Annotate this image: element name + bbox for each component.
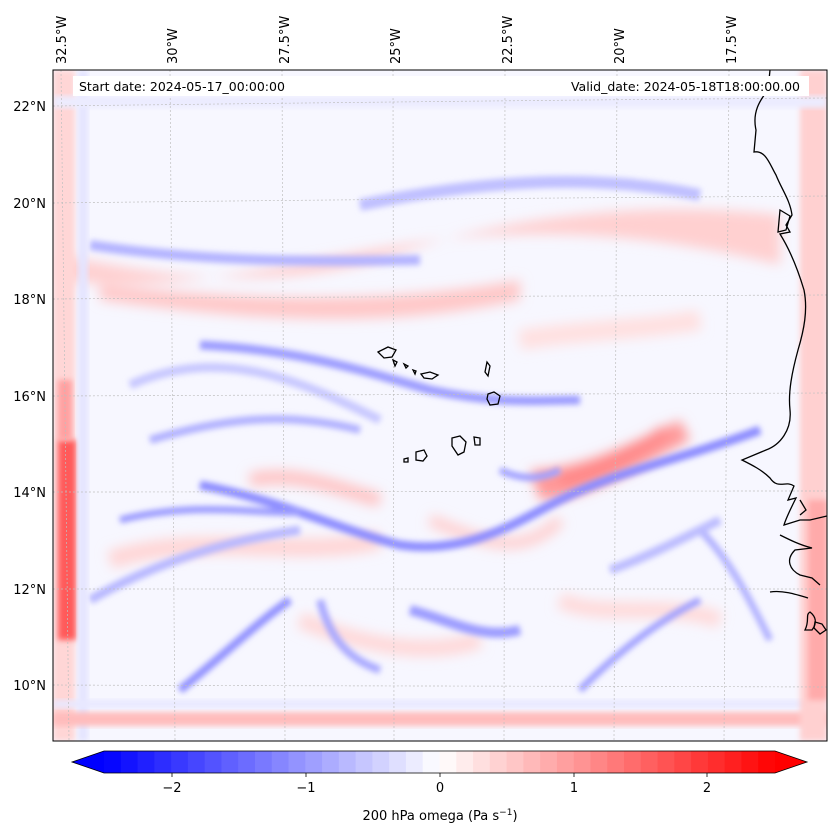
lon-label: 20°W bbox=[613, 28, 628, 64]
field-blue-regions bbox=[87, 175, 774, 694]
lon-label: 25°W bbox=[389, 28, 404, 64]
valid-date-label: Valid_date: 2024-05-18T18:00:00.00 bbox=[571, 79, 800, 94]
colorbar-outline bbox=[70, 750, 809, 774]
cape-verde-islands bbox=[376, 346, 501, 463]
colorbar-cell bbox=[405, 751, 424, 773]
lat-label: 18°N bbox=[13, 293, 46, 308]
field-boundary-artifacts bbox=[53, 70, 827, 741]
colorbar-cell bbox=[355, 751, 374, 773]
colorbar-cell bbox=[120, 751, 139, 773]
colorbar-cell bbox=[305, 751, 323, 773]
lon-label: 17.5°W bbox=[725, 16, 740, 64]
colorbar-high-extend bbox=[775, 751, 807, 773]
lon-label: 27.5°W bbox=[278, 16, 293, 64]
colorbar-cell bbox=[187, 751, 206, 773]
colorbar-label-prefix: 200 hPa omega (Pa s bbox=[362, 809, 499, 824]
colorbar-cell bbox=[204, 751, 223, 773]
colorbar-label-exponent: −1 bbox=[499, 808, 512, 818]
map-border bbox=[52, 69, 828, 742]
colorbar-cell bbox=[271, 751, 290, 773]
colorbar-cell bbox=[338, 751, 357, 773]
colorbar-cell bbox=[171, 751, 189, 773]
map-panel bbox=[53, 70, 827, 741]
colorbar-cell bbox=[389, 751, 407, 773]
header-band bbox=[73, 76, 809, 96]
colorbar-cell bbox=[640, 751, 659, 773]
colorbar-cell bbox=[238, 751, 256, 773]
start-date-label: Start date: 2024-05-17_00:00:00 bbox=[79, 79, 285, 94]
colorbar-cell bbox=[573, 751, 592, 773]
map-background bbox=[53, 70, 827, 741]
colorbar-cell bbox=[221, 751, 239, 773]
colorbar-cell bbox=[288, 751, 306, 773]
colorbar-tick-label: 1 bbox=[570, 781, 578, 796]
colorbar-cell bbox=[322, 751, 340, 773]
colorbar-cell bbox=[137, 751, 155, 773]
colorbar-cell bbox=[523, 751, 541, 773]
colorbar-cell bbox=[758, 751, 776, 773]
colorbar-cell bbox=[456, 751, 474, 773]
colorbar-tick-label: −1 bbox=[296, 781, 315, 796]
colorbar-cell bbox=[506, 751, 524, 773]
lon-label: 22.5°W bbox=[501, 16, 516, 64]
colorbar-cell bbox=[473, 751, 491, 773]
colorbar-cell bbox=[439, 751, 457, 773]
colorbar-cell bbox=[422, 751, 441, 773]
lon-label: 30°W bbox=[166, 28, 181, 64]
colorbar-tick-label: 0 bbox=[436, 781, 444, 796]
colorbar-ticks bbox=[171, 773, 708, 777]
colorbar-cell bbox=[590, 751, 608, 773]
lat-label: 12°N bbox=[13, 583, 46, 598]
coastline bbox=[740, 70, 827, 635]
lat-label: 22°N bbox=[13, 100, 46, 115]
colorbar-cell bbox=[104, 751, 122, 773]
colorbar-cell bbox=[724, 751, 743, 773]
field-red-regions bbox=[60, 209, 780, 657]
colorbar-cell bbox=[674, 751, 692, 773]
lon-label: 32.5°W bbox=[55, 16, 70, 64]
colorbar-label: 200 hPa omega (Pa s−1) bbox=[362, 808, 517, 824]
colorbar-cell bbox=[707, 751, 726, 773]
lat-label: 14°N bbox=[13, 486, 46, 501]
colorbar-cell bbox=[691, 751, 709, 773]
colorbar-cell bbox=[254, 751, 273, 773]
lat-label: 16°N bbox=[13, 390, 46, 405]
colorbar-tick-label: 2 bbox=[703, 781, 711, 796]
colorbar-cell bbox=[607, 751, 625, 773]
colorbar-cell bbox=[489, 751, 508, 773]
colorbar-cell bbox=[741, 751, 759, 773]
colorbar-cell bbox=[556, 751, 575, 773]
colorbar-cells bbox=[104, 751, 776, 773]
colorbar-cell bbox=[540, 751, 558, 773]
lat-label: 20°N bbox=[13, 197, 46, 212]
colorbar-cell bbox=[372, 751, 390, 773]
colorbar-cell bbox=[624, 751, 642, 773]
colorbar-tick-label: −2 bbox=[162, 781, 181, 796]
colorbar-cell bbox=[154, 751, 172, 773]
colorbar-label-suffix: ) bbox=[512, 809, 517, 824]
lat-label: 10°N bbox=[13, 679, 46, 694]
colorbar: −2 −1 0 1 2 200 hPa omega (Pa s−1) bbox=[70, 750, 809, 824]
colorbar-low-extend bbox=[72, 751, 104, 773]
map-gridlines bbox=[53, 70, 827, 741]
colorbar-cell bbox=[657, 751, 675, 773]
